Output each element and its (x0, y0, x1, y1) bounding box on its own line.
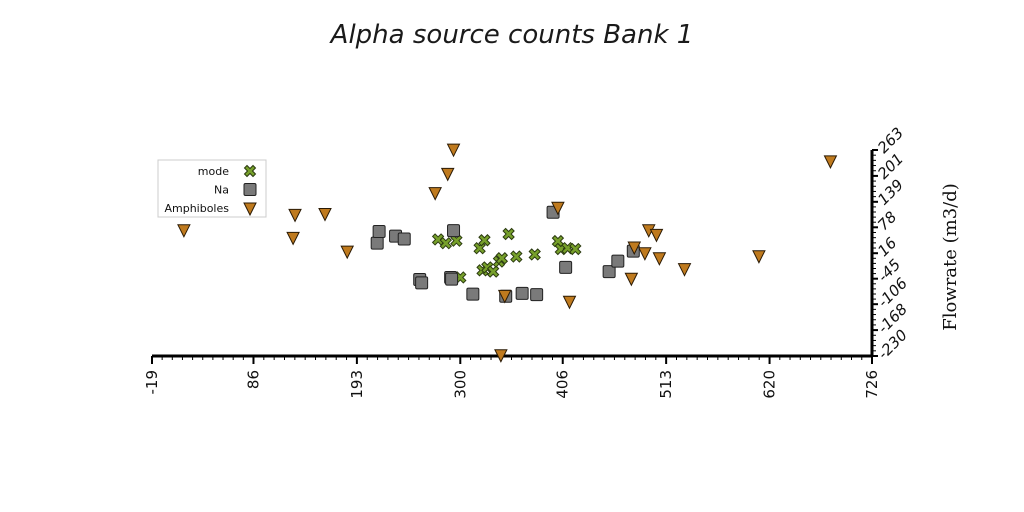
data-point-na (398, 233, 410, 245)
data-point-amphiboles (639, 248, 651, 260)
x-tick-label: 620 (761, 370, 779, 399)
data-point-amphiboles (341, 246, 353, 258)
y-axis-label: Flowrate (m3/d) (940, 183, 961, 331)
legend-label: Na (214, 184, 229, 197)
data-point-na (371, 237, 383, 249)
data-point-amphiboles (653, 253, 665, 265)
data-point-amphiboles (753, 251, 765, 263)
y-tick-label: 16 (874, 234, 900, 260)
data-point-amphiboles (287, 232, 299, 244)
y-tick-label: 139 (874, 176, 907, 209)
x-axis-ticks: -19 86 193 300 406 513 620 726 (143, 356, 881, 399)
data-point-amphiboles (650, 229, 662, 241)
data-point-amphiboles (448, 144, 460, 156)
data-point-na (560, 261, 572, 273)
data-point-amphiboles (824, 156, 836, 168)
data-point-mode (511, 251, 522, 262)
y-tick-label: -230 (874, 326, 911, 363)
x-tick-label: 300 (451, 370, 469, 399)
data-point-na (531, 289, 543, 301)
data-point-amphiboles (319, 209, 331, 221)
data-point-na (416, 277, 428, 289)
data-point-mode (503, 228, 514, 239)
data-point-amphiboles (564, 296, 576, 308)
y-tick-label: 78 (874, 208, 900, 234)
y-tick-label: 263 (874, 124, 907, 157)
data-point-na (516, 287, 528, 299)
data-point-amphiboles (625, 273, 637, 285)
data-point-na (373, 225, 385, 237)
x-tick-label: 406 (554, 370, 572, 399)
chart-title: Alpha source counts Bank 1 (329, 20, 694, 50)
data-point-amphiboles (289, 209, 301, 221)
data-point-mode (529, 249, 540, 260)
x-tick-label: 513 (657, 370, 675, 399)
legend-label: mode (198, 165, 229, 178)
legend-label: Amphiboles (164, 202, 229, 215)
legend-marker-na (244, 184, 256, 196)
data-point-amphiboles (442, 168, 454, 180)
y-tick-label: 201 (874, 150, 907, 183)
data-point-amphiboles (429, 188, 441, 200)
data-point-na (612, 255, 624, 267)
data-point-amphiboles (679, 264, 691, 276)
data-point-amphiboles (178, 225, 190, 237)
x-tick-label: 86 (244, 370, 262, 389)
x-tick-label: 726 (863, 370, 881, 399)
x-tick-label: -19 (143, 370, 161, 395)
data-point-na (446, 273, 458, 285)
data-point-na (448, 225, 460, 237)
legend: mode Na Amphiboles (158, 160, 266, 217)
data-point-na (467, 288, 479, 300)
data-markers (178, 144, 837, 362)
x-tick-label: 193 (348, 370, 366, 399)
